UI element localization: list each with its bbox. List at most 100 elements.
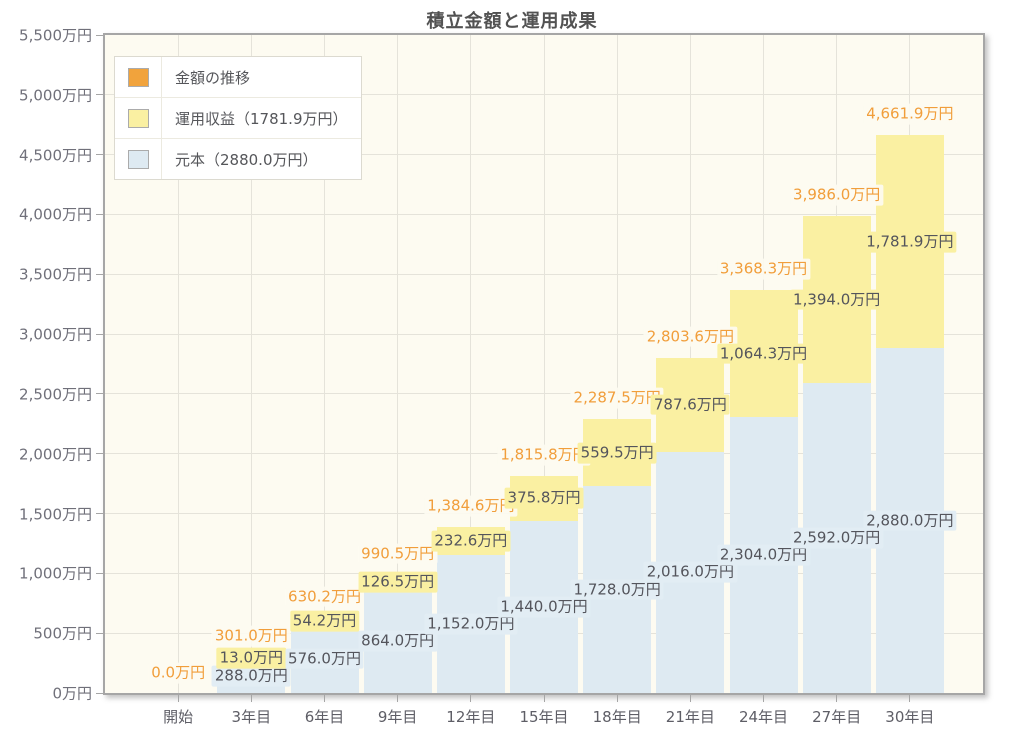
- x-gridline: [250, 35, 252, 693]
- x-tick-mark: [763, 695, 764, 702]
- x-tick-mark: [836, 695, 838, 702]
- bar-label-principal: 2,016.0万円: [643, 562, 737, 583]
- x-axis-label: 6年目: [304, 708, 345, 726]
- bar-label-total: 2,287.5万円: [570, 387, 664, 409]
- bar-label-total: 1,815.8万円: [497, 444, 591, 466]
- legend-item: 金額の推移: [115, 57, 361, 97]
- bar-label-total: 990.5万円: [358, 543, 438, 564]
- x-axis-label: 12年目: [446, 708, 496, 726]
- x-gridline: [397, 35, 399, 693]
- bar-label-profit: 375.8万円: [504, 487, 584, 509]
- legend-item: 元本（2880.0万円）: [115, 138, 361, 179]
- legend: 金額の推移運用収益（1781.9万円） 元本（2880.0万円）: [114, 56, 362, 180]
- x-axis-label: 27年目: [812, 708, 862, 726]
- x-tick-mark: [177, 695, 179, 702]
- y-tick-mark: [96, 632, 103, 634]
- x-axis-label: 30年目: [885, 708, 935, 726]
- bar-label-total: 3,368.3万円: [716, 258, 811, 280]
- y-tick-mark: [96, 154, 103, 156]
- y-tick-mark: [96, 94, 103, 96]
- y-axis-label: 3,500万円: [19, 265, 92, 284]
- y-axis-label: 4,500万円: [19, 146, 92, 165]
- legend-label: 元本（2880.0万円）: [175, 150, 318, 169]
- bar-label-principal: 2,304.0万円: [716, 544, 811, 566]
- y-axis-label: 3,000万円: [19, 325, 92, 344]
- bar-label-profit: 1,064.3万円: [716, 343, 811, 365]
- bar-label-principal: 1,728.0万円: [570, 579, 664, 600]
- x-tick-mark: [909, 695, 911, 702]
- x-axis-label: 24年目: [738, 708, 789, 726]
- bar-label-principal: 2,592.0万円: [790, 527, 884, 549]
- legend-color-swatch-icon: [127, 149, 149, 169]
- x-gridline: [177, 35, 179, 693]
- y-tick-mark: [96, 453, 103, 455]
- legend-swatch-cell: [115, 139, 162, 179]
- bar-label-principal: 2,880.0万円: [863, 510, 957, 532]
- y-axis-label: 5,000万円: [19, 86, 92, 105]
- legend-color-swatch-icon: [127, 67, 149, 87]
- x-axis-label: 3年目: [231, 708, 272, 726]
- bar-label-total: 2,803.6万円: [643, 326, 737, 347]
- x-gridline: [324, 35, 325, 693]
- legend-item: 運用収益（1781.9万円）: [115, 97, 361, 138]
- legend-label: 運用収益（1781.9万円）: [175, 109, 348, 128]
- bar-label-principal: 288.0万円: [211, 665, 291, 687]
- x-tick-mark: [616, 695, 618, 702]
- x-axis-label: 15年目: [519, 708, 569, 726]
- y-axis-label: 5,500万円: [19, 26, 92, 45]
- y-tick-mark: [96, 513, 103, 515]
- bar-label-profit: 787.6万円: [650, 394, 730, 416]
- x-gridline: [543, 35, 545, 693]
- y-tick-mark: [96, 692, 103, 694]
- bar-label-profit: 1,394.0万円: [790, 289, 884, 310]
- bar-label-profit: 13.0万円: [216, 647, 287, 669]
- y-tick-mark: [96, 572, 103, 574]
- y-axis-label: 4,000万円: [19, 205, 92, 224]
- bar-label-total: 3,986.0万円: [790, 184, 884, 206]
- legend-swatch-cell: [115, 98, 162, 138]
- y-tick-mark: [96, 333, 103, 335]
- chart-title: 積立金額と運用成果: [426, 11, 598, 32]
- bar-label-total: 1,384.6万円: [424, 495, 518, 517]
- bar-label-principal: 1,440.0万円: [497, 596, 591, 618]
- y-tick-mark: [96, 273, 103, 275]
- bar-label-principal: 1,152.0万円: [424, 613, 518, 635]
- bar-label-profit: 1,781.9万円: [863, 231, 957, 253]
- bar-label-total: 630.2万円: [285, 586, 364, 607]
- bar-label-profit: 232.6万円: [431, 530, 511, 552]
- bar-label-profit: 54.2万円: [289, 610, 360, 632]
- x-gridline: [616, 35, 618, 693]
- y-axis-label: 2,500万円: [19, 385, 92, 404]
- bar-label-total: 4,661.9万円: [863, 103, 957, 125]
- y-axis-label: 2,000万円: [19, 445, 92, 464]
- legend-label: 金額の推移: [175, 68, 251, 87]
- bar-label-profit: 126.5万円: [358, 571, 438, 593]
- x-axis-label: 9年目: [377, 708, 418, 726]
- y-axis-label: 1,000万円: [19, 564, 92, 583]
- bar-label-total: 0.0万円: [148, 662, 209, 684]
- legend-color-swatch-icon: [127, 108, 149, 128]
- x-tick-mark: [689, 695, 691, 702]
- x-axis-label: 開始: [163, 708, 194, 726]
- x-tick-mark: [543, 695, 545, 702]
- bar-label-profit: 559.5万円: [577, 442, 657, 464]
- bar-label-principal: 576.0万円: [285, 648, 364, 669]
- x-gridline: [470, 35, 472, 693]
- y-axis-label: 0万円: [52, 684, 92, 703]
- x-axis-label: 21年目: [665, 708, 715, 726]
- legend-swatch-cell: [115, 57, 162, 97]
- bar-label-principal: 864.0万円: [358, 630, 438, 652]
- plot-area: 金額の推移運用収益（1781.9万円） 元本（2880.0万円） 0万円 500万円…: [19, 27, 985, 726]
- x-tick-mark: [250, 695, 252, 702]
- y-tick-mark: [96, 393, 103, 395]
- x-tick-mark: [470, 695, 472, 702]
- x-tick-mark: [324, 695, 325, 702]
- x-axis-label: 18年目: [592, 708, 642, 726]
- y-axis-label: 500万円: [33, 624, 92, 643]
- y-axis-label: 1,500万円: [19, 505, 92, 524]
- x-tick-mark: [397, 695, 399, 702]
- bar-label-total: 301.0万円: [211, 625, 291, 647]
- y-tick-mark: [96, 34, 103, 36]
- y-tick-mark: [96, 213, 103, 215]
